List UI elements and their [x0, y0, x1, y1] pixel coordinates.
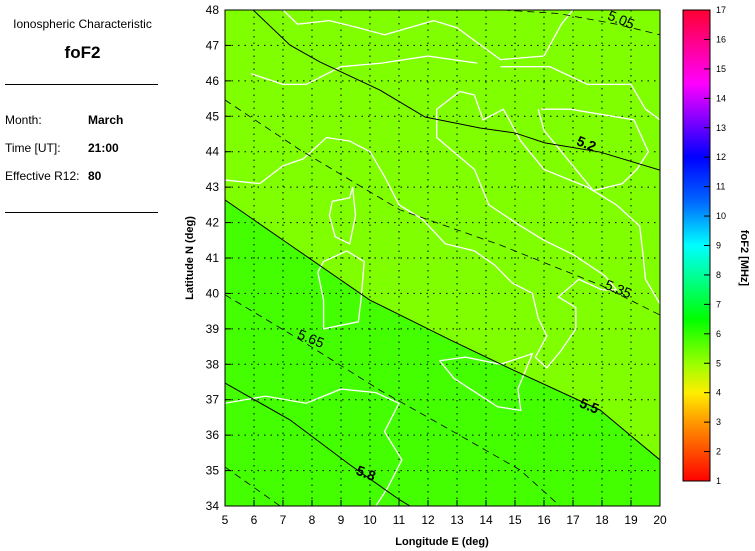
colorbar-tick-label: 15	[716, 64, 726, 74]
x-tick-label: 14	[479, 513, 493, 527]
contour-line	[225, 199, 660, 461]
x-tick-label: 5	[222, 513, 229, 527]
y-tick-label: 47	[206, 38, 220, 52]
contour-line	[225, 294, 561, 506]
colorbar-tick-label: 13	[716, 123, 726, 133]
x-tick-label: 16	[537, 513, 551, 527]
colorbar-tick-label: 6	[716, 329, 721, 339]
coastline-segment	[537, 108, 650, 192]
y-axis-label: Latitude N (deg)	[184, 216, 196, 300]
contour-line	[225, 99, 660, 316]
contour-label: 5.5	[577, 395, 601, 417]
contours: 5.055.25.355.55.655.8	[225, 10, 660, 506]
divider-bottom	[5, 212, 158, 213]
r12-value: 80	[88, 169, 102, 183]
y-tick-label: 34	[206, 499, 220, 513]
colorbar-tick-label: 5	[716, 358, 721, 368]
y-tick-label: 39	[206, 322, 220, 336]
x-tick-label: 19	[624, 513, 638, 527]
y-tick-label: 44	[206, 145, 220, 159]
y-tick-label: 43	[206, 180, 220, 194]
contour-line	[225, 382, 411, 506]
x-tick-label: 18	[595, 513, 609, 527]
coastline-segment	[317, 250, 365, 330]
coastline-segment	[250, 55, 478, 86]
contour-line	[252, 10, 660, 171]
colorbar-tick-label: 17	[716, 5, 726, 15]
contour-label: 5.2	[574, 132, 598, 154]
x-tick-label: 15	[508, 513, 522, 527]
coastline	[225, 10, 660, 506]
colorbar-tick-label: 9	[716, 241, 721, 251]
month-label: Month:	[5, 113, 42, 127]
colorbar-tick-label: 2	[716, 447, 721, 457]
colorbar-tick-label: 3	[716, 417, 721, 427]
time-value: 21:00	[88, 141, 119, 155]
colorbar-tick-label: 12	[716, 152, 726, 162]
colorbar-tick-label: 4	[716, 388, 721, 398]
contour-label: 5.8	[354, 462, 378, 484]
colorbar-label: foF2 [MHz]	[738, 230, 750, 287]
coastline-segment	[500, 66, 660, 121]
x-axis-label: Longitude E (deg)	[395, 536, 489, 548]
coastline-segment	[225, 388, 403, 506]
coastline-segment	[439, 352, 534, 412]
y-tick-label: 41	[206, 251, 220, 265]
r12-label: Effective R12:	[5, 169, 80, 183]
x-tick-label: 6	[251, 513, 258, 527]
y-tick-label: 36	[206, 428, 220, 442]
colorbar-tick-label: 14	[716, 93, 726, 103]
y-tick-label: 35	[206, 464, 220, 478]
x-tick-label: 20	[653, 513, 667, 527]
contour-line	[503, 10, 660, 36]
x-tick-label: 7	[280, 513, 287, 527]
y-tick-label: 42	[206, 216, 220, 230]
colorbar-tick-label: 16	[716, 34, 726, 44]
grid	[225, 10, 660, 506]
divider-top	[5, 84, 158, 85]
month-value: March	[88, 113, 124, 127]
colorbar-tick-label: 10	[716, 211, 726, 221]
region-high	[225, 199, 660, 506]
x-tick-label: 8	[309, 513, 316, 527]
coastline-segment	[225, 90, 660, 369]
time-label: Time [UT]:	[5, 141, 61, 155]
coastline-segment	[282, 10, 574, 61]
colorbar-tick-label: 1	[716, 476, 721, 486]
y-tick-label: 45	[206, 109, 220, 123]
x-tick-label: 17	[566, 513, 580, 527]
colorbar-tick-label: 11	[716, 182, 725, 192]
x-tick-label: 11	[393, 513, 406, 527]
coastline-segment	[328, 186, 357, 245]
x-tick-label: 12	[421, 513, 435, 527]
y-tick-label: 46	[206, 74, 220, 88]
y-tick-label: 37	[206, 393, 220, 407]
characteristic-title: foF2	[64, 43, 101, 62]
y-tick-label: 48	[206, 3, 220, 17]
x-tick-label: 13	[450, 513, 464, 527]
x-tick-label: 9	[338, 513, 345, 527]
colorbar-tick-label: 8	[716, 270, 721, 280]
panel-heading: Ionospheric Characteristic	[13, 17, 152, 31]
colorbar-tick-label: 7	[716, 299, 721, 309]
y-tick-label: 38	[206, 357, 220, 371]
x-tick-label: 10	[363, 513, 377, 527]
y-tick-label: 40	[206, 286, 220, 300]
